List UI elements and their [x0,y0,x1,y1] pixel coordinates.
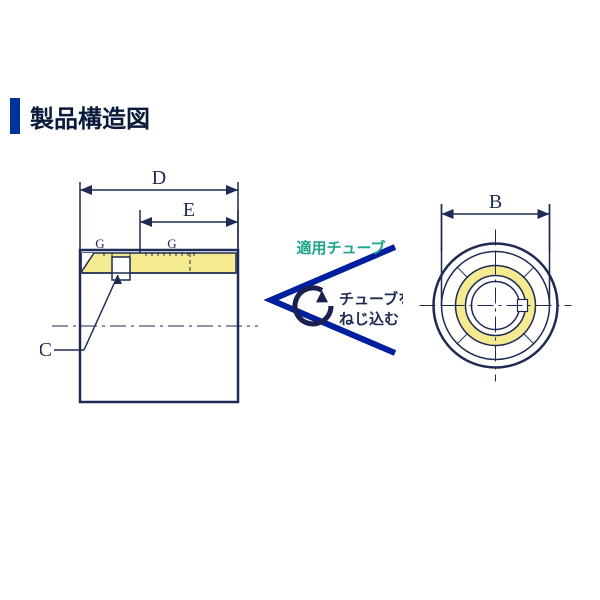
svg-text:E: E [183,199,195,221]
svg-text:C: C [40,339,52,361]
page-title-band: 製品構造図 [10,98,150,134]
page-title: 製品構造図 [30,99,150,134]
twist-tube-label: チューブを [339,290,403,308]
apply-tube-label: 適用チューブ [296,239,385,257]
twist-in-label: ねじ込む [339,310,399,328]
svg-text:D: D [152,170,166,189]
svg-text:B: B [489,191,502,213]
section-view: DEGGC [40,170,260,410]
svg-text:G: G [167,236,176,251]
instruction-arrow: 適用チューブチューブをねじ込む [263,235,403,365]
front-view: B [403,190,588,385]
title-accent-bar [10,98,20,134]
svg-text:G: G [95,236,104,251]
